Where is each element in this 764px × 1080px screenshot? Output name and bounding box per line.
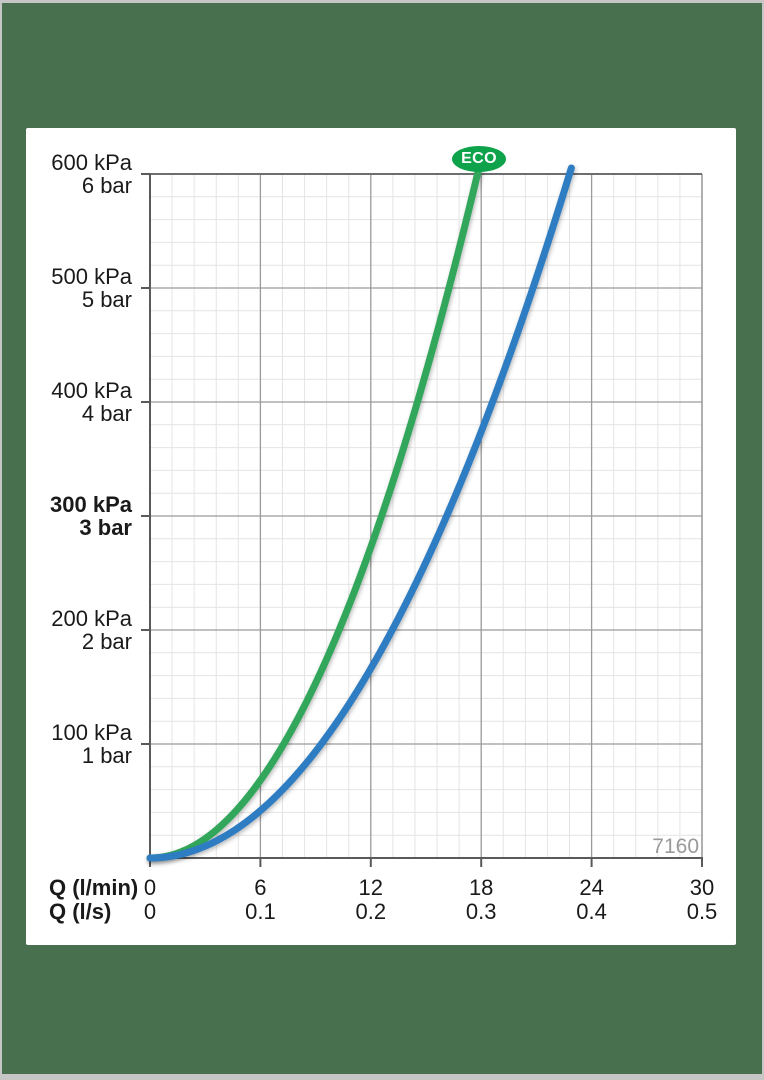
y-tick-kpa-text: 600 kPa (51, 150, 132, 175)
eco-badge: ECO (452, 146, 506, 172)
page-background: ECO 7160 600 kPa 6 bar 500 kPa 5 bar 400 kPa… (2, 3, 762, 1074)
y-tick-bar-text: 3 bar (79, 515, 132, 540)
y-tick-label-500kpa: 500 kPa 5 bar (0, 265, 132, 311)
chart-card: ECO 7160 600 kPa 6 bar 500 kPa 5 bar 400 kPa… (26, 128, 736, 945)
x-axis-row1-header: Q (l/min) (49, 875, 139, 900)
y-tick-kpa-text: 500 kPa (51, 264, 132, 289)
y-tick-label-600kpa: 600 kPa 6 bar (0, 151, 132, 197)
y-tick-bar-text: 6 bar (81, 173, 132, 198)
y-tick-label-300kpa: 300 kPa 3 bar (0, 493, 132, 539)
x-tick-lmin-24: 24 (579, 875, 604, 900)
x-tick-ls-6: 0.1 (245, 899, 276, 924)
x-tick-ls-12: 0.2 (355, 899, 387, 924)
y-tick-bar-text: 4 bar (81, 401, 132, 426)
y-tick-kpa-text: 100 kPa (51, 720, 132, 745)
x-tick-lmin-6: 6 (254, 875, 267, 900)
y-tick-bar-text: 1 bar (81, 743, 132, 768)
x-tick-lmin-30: 30 (689, 875, 715, 900)
curve-standard (146, 164, 575, 862)
flow-pressure-chart (141, 155, 703, 867)
eco-badge-label: ECO (461, 150, 497, 167)
x-tick-ls-30: 0.5 (686, 899, 718, 924)
x-tick-lmin-12: 12 (358, 875, 384, 900)
curve-eco (146, 155, 485, 862)
y-tick-bar-text: 5 bar (81, 287, 132, 312)
y-tick-kpa-text: 200 kPa (51, 606, 132, 631)
y-tick-kpa-text: 300 kPa (50, 492, 132, 517)
x-axis-row2-header: Q (l/s) (49, 899, 112, 924)
x-tick-ls-24: 0.4 (576, 899, 607, 924)
x-tick-lmin-18: 18 (468, 875, 494, 900)
y-tick-bar-text: 2 bar (81, 629, 132, 654)
y-tick-label-400kpa: 400 kPa 4 bar (0, 379, 132, 425)
y-tick-label-200kpa: 200 kPa 2 bar (0, 607, 132, 653)
x-tick-ls-18: 0.3 (465, 899, 497, 924)
x-tick-ls-0: 0 (143, 899, 157, 924)
y-tick-label-100kpa: 100 kPa 1 bar (0, 721, 132, 767)
x-tick-lmin-0: 0 (143, 875, 157, 900)
y-tick-kpa-text: 400 kPa (51, 378, 132, 403)
product-code-label: 7160 (652, 835, 699, 858)
